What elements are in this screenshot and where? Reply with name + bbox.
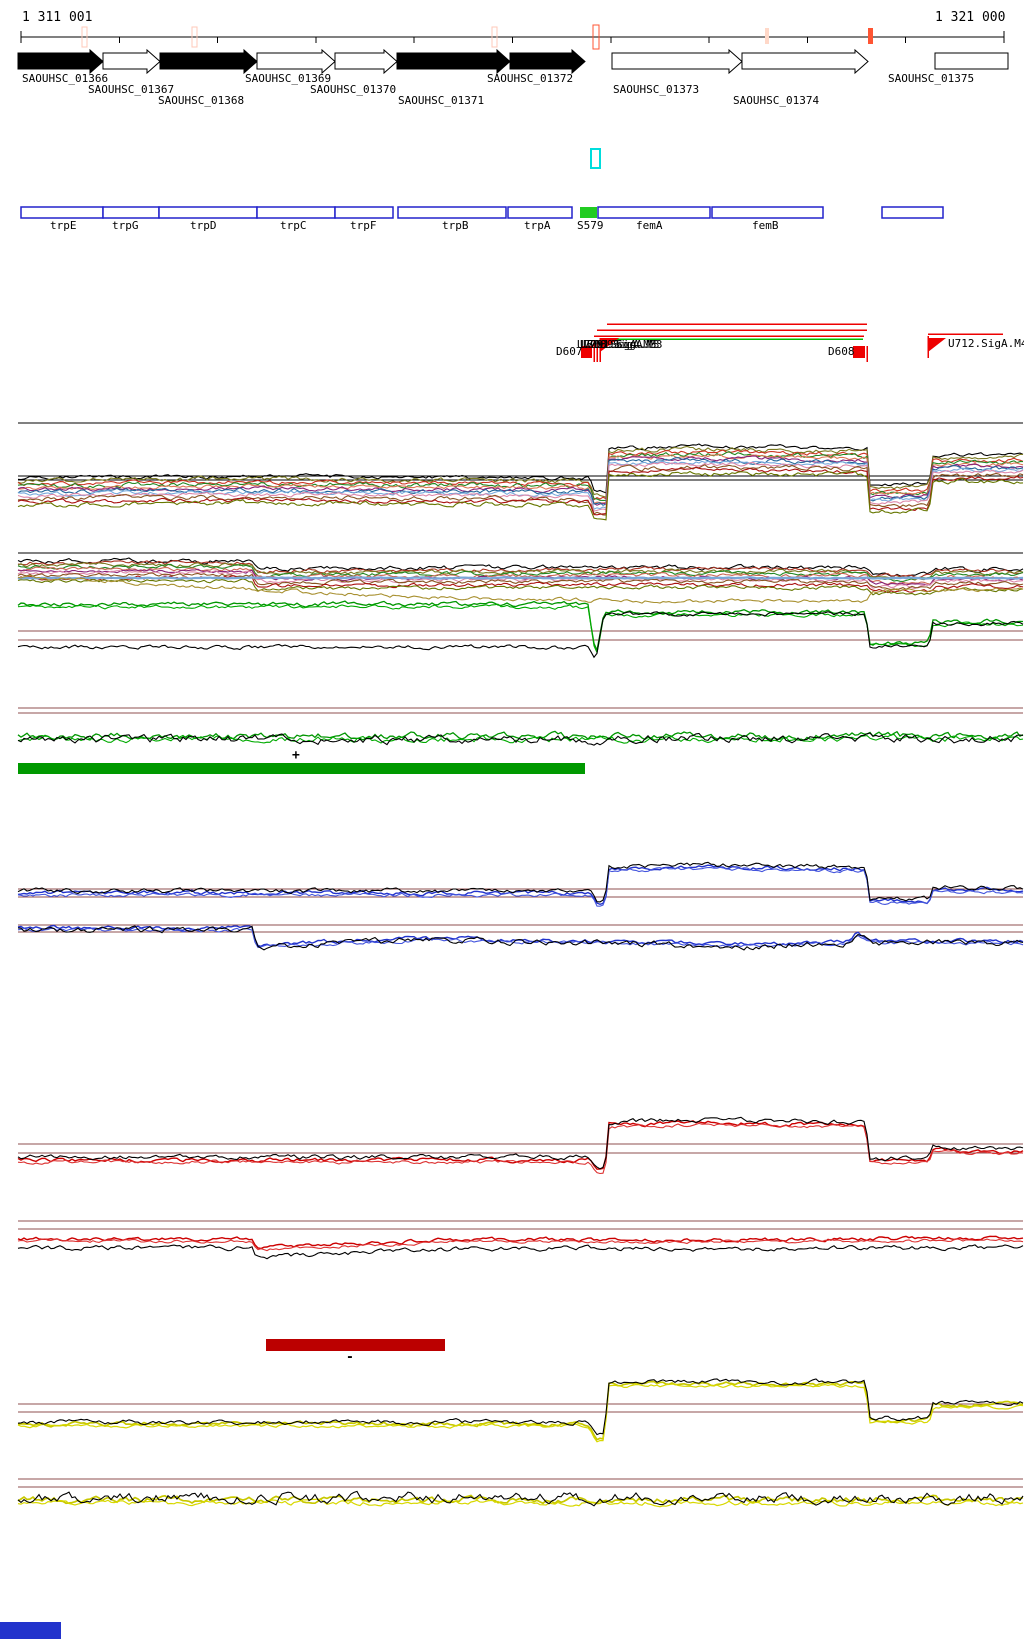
gene-arrow[interactable] — [509, 48, 586, 75]
operon-box[interactable] — [334, 206, 394, 219]
signal-trace-multicolor-bundle-2 — [17, 560, 1024, 579]
signal-trace-yellow-pair-lower — [17, 1498, 1024, 1508]
cyan-selection-box[interactable] — [590, 148, 601, 169]
signal-trace-multicolor-bundle-2 — [17, 566, 1024, 585]
signal-trace-multicolor-bundle-2 — [17, 576, 1024, 580]
signal-trace-multicolor-bundle-2 — [17, 572, 1024, 591]
ruler-left-coordinate: 1 311 001 — [22, 10, 93, 25]
signal-trace-blue-pair-upper — [17, 864, 1024, 906]
signal-trace-multicolor-bundle-1 — [17, 443, 1024, 494]
operon-box[interactable] — [397, 206, 507, 219]
ruler-highlight-mark[interactable] — [81, 26, 88, 48]
operon-box[interactable] — [158, 206, 258, 219]
gene-arrow[interactable] — [611, 48, 743, 75]
signal-trace-blue-pair-upper — [17, 866, 1024, 907]
signal-trace-green-pair-upper — [17, 600, 1024, 653]
operon-box[interactable] — [507, 206, 573, 219]
gene-arrow[interactable] — [334, 48, 398, 75]
operon-box[interactable] — [711, 206, 824, 219]
gene-arrow[interactable] — [159, 48, 258, 75]
ruler-right-coordinate: 1 321 000 — [935, 10, 1006, 25]
signal-trace-multicolor-bundle-2 — [17, 557, 1024, 577]
signal-trace-red-pair-lower — [17, 1235, 1024, 1250]
probe-marker-square[interactable] — [581, 346, 592, 358]
signal-trace-multicolor-bundle-2 — [17, 570, 1024, 590]
signal-trace-green-pair-upper — [17, 603, 1024, 655]
signal-trace-multicolor-bundle-2 — [17, 578, 1024, 596]
gene-arrow[interactable] — [256, 48, 336, 75]
gene-arrow[interactable] — [934, 52, 1009, 70]
signal-trace-green-pair-lower — [17, 733, 1024, 744]
signal-trace-red-pair-lower — [17, 1238, 1024, 1252]
operon-box[interactable] — [20, 206, 104, 219]
operon-box[interactable] — [102, 206, 160, 219]
operon-box[interactable] — [597, 206, 711, 219]
signal-trace-blue-pair-lower — [17, 925, 1024, 951]
gene-arrow[interactable] — [102, 48, 161, 75]
gene-arrow[interactable] — [741, 48, 869, 75]
plus-strand-bar[interactable] — [18, 763, 585, 774]
signal-trace-blue-pair-upper — [17, 861, 1024, 903]
ruler-highlight-mark[interactable] — [765, 28, 769, 44]
signal-trace-multicolor-bundle-1 — [17, 455, 1024, 506]
operon-box[interactable] — [580, 207, 597, 218]
ruler-highlight-mark[interactable] — [491, 26, 498, 48]
signal-trace-multicolor-bundle-1 — [17, 450, 1023, 501]
signal-trace-red-pair-upper — [17, 1116, 1024, 1170]
signal-trace-yellow-pair-upper — [17, 1380, 1024, 1441]
signal-trace-multicolor-bundle-1 — [17, 470, 1024, 521]
gene-arrow[interactable] — [17, 48, 104, 75]
signal-trace-yellow-pair-lower — [17, 1490, 1024, 1507]
signal-trace-yellow-pair-lower — [17, 1494, 1024, 1505]
signal-trace-red-pair-lower — [17, 1244, 1024, 1260]
ruler-highlight-mark[interactable] — [592, 24, 600, 50]
signal-trace-yellow-pair-upper — [17, 1383, 1024, 1443]
marker-flag[interactable] — [928, 338, 946, 352]
signal-trace-multicolor-bundle-2 — [17, 574, 1024, 604]
signal-trace-yellow-pair-upper — [17, 1378, 1024, 1436]
operon-box[interactable] — [256, 206, 336, 219]
operon-box[interactable] — [881, 206, 944, 219]
ruler-highlight-mark[interactable] — [191, 26, 198, 48]
signal-trace-green-pair-lower — [17, 732, 1024, 746]
bottom-blue-marker[interactable] — [0, 1622, 61, 1639]
signal-trace-multicolor-bundle-1 — [17, 453, 1024, 505]
ruler-highlight-mark[interactable] — [868, 28, 873, 44]
signal-trace-multicolor-bundle-2 — [17, 563, 1024, 582]
signal-trace-multicolor-bundle-1 — [17, 460, 1024, 510]
signal-trace-red-pair-upper — [17, 1122, 1024, 1175]
probe-marker-square[interactable] — [853, 346, 865, 358]
signal-trace-green-pair-upper — [17, 611, 1024, 659]
marker-flag[interactable] — [600, 338, 619, 352]
minus-strand-bar[interactable] — [266, 1339, 445, 1351]
signal-trace-blue-pair-lower — [17, 927, 1024, 949]
gene-arrow[interactable] — [396, 48, 511, 75]
